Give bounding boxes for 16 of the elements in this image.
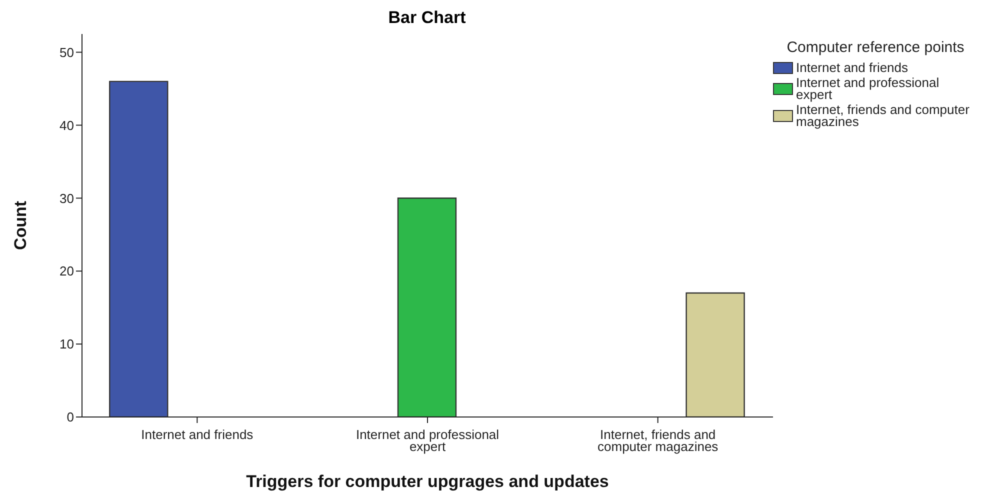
x-axis-title: Triggers for computer upgrages and updates bbox=[246, 472, 609, 491]
y-tick-label: 30 bbox=[60, 190, 74, 206]
x-tick-label: Internet, friends and computer magazines bbox=[597, 427, 719, 454]
x-tick-label: Internet and professional expert bbox=[356, 427, 500, 454]
chart-title: Bar Chart bbox=[387, 8, 467, 28]
y-tick-label: 40 bbox=[60, 118, 74, 133]
y-tick-label: 50 bbox=[60, 44, 74, 60]
y-tick-label: 10 bbox=[60, 336, 74, 352]
y-tick-label: 0 bbox=[66, 410, 74, 425]
y-axis-title: Count bbox=[11, 200, 30, 250]
y-tick-label: 20 bbox=[60, 264, 74, 279]
legend-label: Internet and professional expert bbox=[796, 75, 940, 102]
legend-label: Internet, friends and computer magazines bbox=[796, 102, 970, 129]
legend-title: Computer reference points bbox=[786, 39, 966, 56]
x-tick-label: Internet and friends bbox=[141, 427, 254, 442]
legend-label: Internet and friends bbox=[796, 60, 908, 75]
